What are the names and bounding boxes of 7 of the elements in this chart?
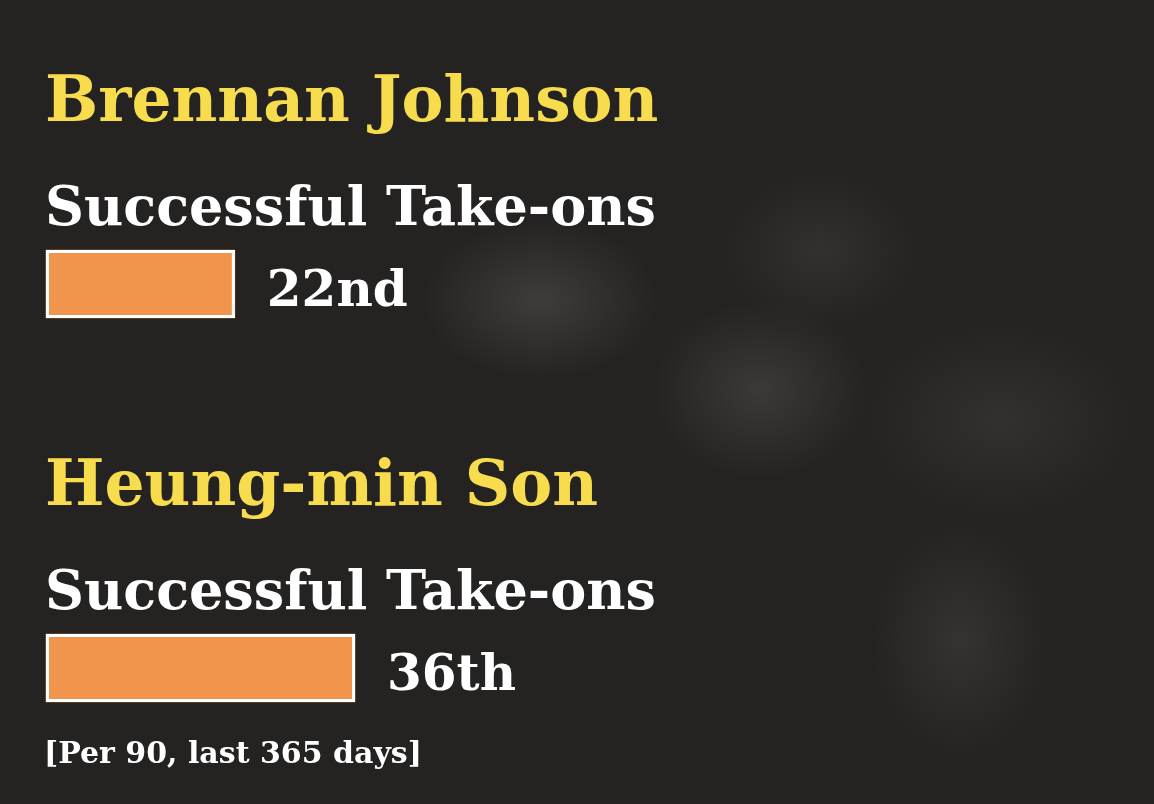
data-label: 22nd xyxy=(266,259,408,318)
y-tick-label: Brennan Johnson xyxy=(45,62,659,136)
x-axis-title: Successful Take-ons xyxy=(45,174,656,238)
y-tick-label: Heung-min Son xyxy=(45,446,599,520)
data-label: 36th xyxy=(387,643,517,702)
annotation: [Per 90, last 365 days] xyxy=(44,734,422,772)
text: Successful Take-ons xyxy=(45,558,656,622)
